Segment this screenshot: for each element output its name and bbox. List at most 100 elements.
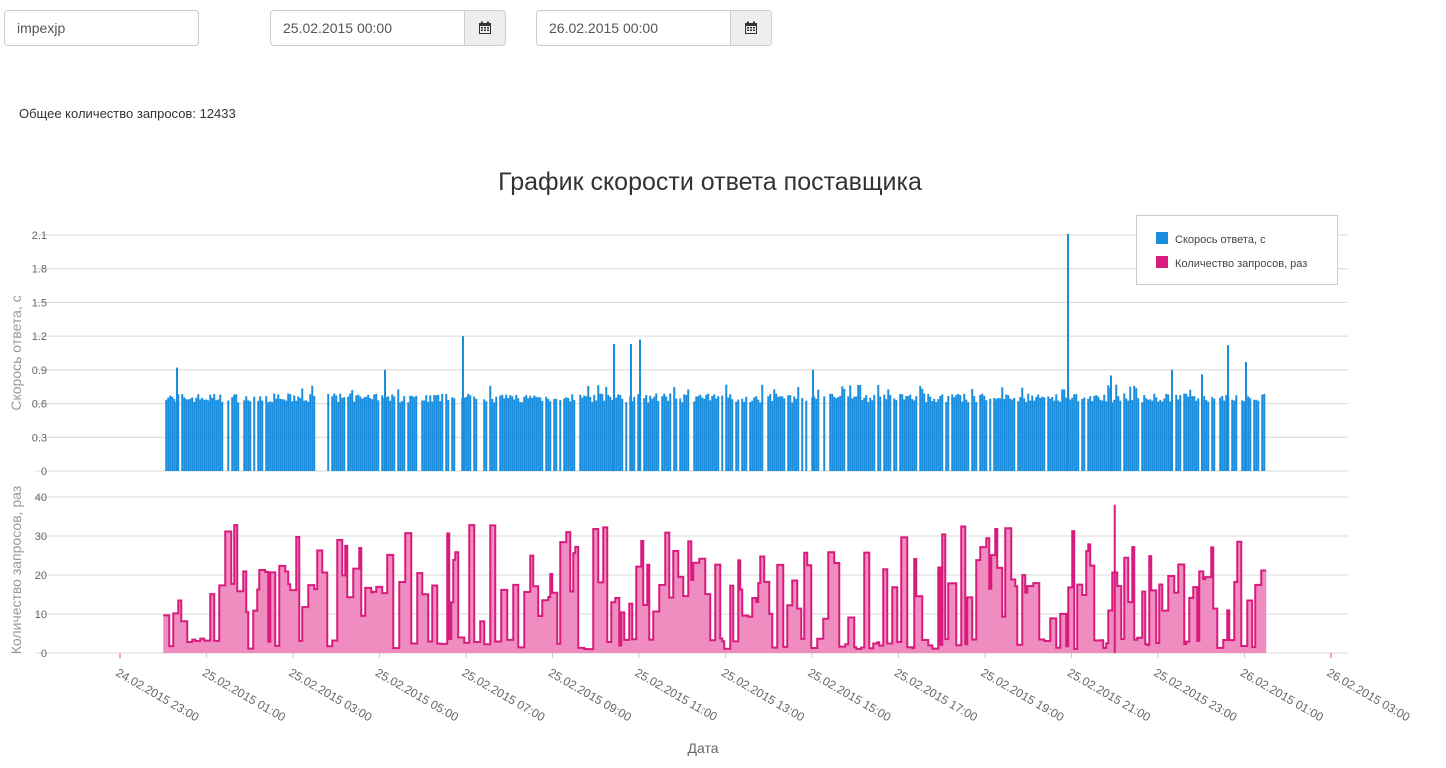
- requests-axis-title: Количество запросов, раз: [8, 486, 24, 654]
- date-to-value[interactable]: 26.02.2015 00:00: [549, 20, 658, 36]
- speed-bar: [709, 400, 712, 471]
- speed-bar: [647, 402, 650, 471]
- speed-bar: [421, 400, 424, 471]
- speed-bar: [583, 395, 586, 471]
- speed-bar: [1253, 399, 1256, 471]
- speed-bar: [535, 396, 538, 471]
- calendar-button-from[interactable]: [464, 11, 505, 45]
- speed-bar: [469, 395, 472, 471]
- speed-bar: [539, 397, 542, 471]
- speed-bar: [959, 395, 962, 471]
- speed-bar: [707, 393, 710, 471]
- speed-bar-peak: [639, 339, 641, 471]
- speed-bar: [1145, 398, 1148, 471]
- date-from-value[interactable]: 25.02.2015 00:00: [283, 20, 392, 36]
- speed-bar: [227, 400, 230, 471]
- speed-bar: [303, 400, 306, 471]
- x-tick-label: 25.02.2015 07:00: [460, 665, 548, 724]
- speed-bar: [815, 398, 818, 471]
- x-tick-label: 25.02.2015 23:00: [1152, 665, 1240, 724]
- speed-bar-peak: [812, 369, 814, 471]
- speed-bar: [823, 396, 826, 471]
- speed-bar: [1163, 398, 1166, 471]
- speed-bar: [541, 400, 544, 471]
- speed-bar: [1013, 397, 1016, 471]
- calendar-button-to[interactable]: [730, 11, 771, 45]
- speed-bar: [951, 394, 954, 471]
- x-tick-label: 25.02.2015 21:00: [1065, 665, 1153, 724]
- speed-bar: [695, 396, 698, 471]
- speed-bar: [197, 394, 200, 471]
- speed-bar: [1231, 399, 1234, 471]
- speed-bar: [791, 402, 794, 471]
- speed-bar: [717, 396, 720, 471]
- speed-bar: [935, 402, 938, 471]
- speed-bar: [513, 399, 516, 471]
- speed-bar: [1001, 387, 1004, 471]
- speed-bar: [221, 401, 224, 471]
- speed-bar-peak: [176, 367, 178, 471]
- speed-bar: [861, 400, 864, 471]
- speed-bar: [559, 399, 562, 471]
- speed-bar: [269, 401, 272, 471]
- speed-bar: [283, 399, 286, 471]
- calendar-icon: [479, 21, 491, 34]
- speed-bar: [1117, 396, 1120, 471]
- speed-bar: [941, 394, 944, 471]
- speed-y-tick-label: 0.9: [32, 365, 47, 377]
- x-tick-label: 25.02.2015 09:00: [546, 665, 634, 724]
- speed-bar: [645, 394, 648, 471]
- speed-bar: [331, 396, 334, 471]
- speed-bar: [547, 398, 550, 471]
- speed-bar: [1153, 393, 1156, 471]
- speed-bar: [947, 395, 950, 471]
- speed-bar: [989, 398, 992, 471]
- speed-bar: [587, 385, 590, 471]
- speed-bar: [1077, 401, 1080, 471]
- speed-bar: [1105, 401, 1108, 471]
- legend-swatch-speed: [1156, 232, 1168, 244]
- speed-bar: [679, 398, 682, 471]
- speed-bar: [601, 394, 604, 471]
- speed-bar: [619, 394, 622, 471]
- speed-bar: [1225, 394, 1228, 471]
- speed-bar: [1003, 398, 1006, 471]
- speed-bar: [879, 396, 882, 471]
- speed-bar: [313, 395, 316, 471]
- speed-bar: [167, 397, 170, 471]
- speed-y-tick-label: 0.3: [32, 432, 47, 444]
- provider-input[interactable]: impexjp: [4, 10, 199, 46]
- speed-bar: [545, 396, 548, 471]
- speed-bar: [203, 399, 206, 471]
- speed-bar: [361, 398, 364, 471]
- x-tick-label: 25.02.2015 11:00: [633, 665, 720, 724]
- speed-bar: [1029, 400, 1032, 471]
- speed-bar: [921, 388, 924, 471]
- date-from-picker[interactable]: 25.02.2015 00:00: [270, 10, 506, 46]
- speed-bar: [835, 398, 838, 471]
- speed-bar: [653, 396, 656, 471]
- speed-bar: [795, 398, 798, 471]
- date-to-picker[interactable]: 26.02.2015 00:00: [536, 10, 772, 46]
- speed-bar: [409, 395, 412, 471]
- speed-bar: [841, 386, 844, 471]
- speed-bar: [595, 400, 598, 471]
- speed-bar: [743, 401, 746, 471]
- speed-bar: [975, 401, 978, 471]
- speed-bar: [401, 400, 404, 471]
- speed-bar: [721, 395, 724, 471]
- speed-bar: [509, 395, 512, 471]
- speed-bar-peak: [1227, 345, 1229, 471]
- speed-bar: [1061, 389, 1064, 471]
- speed-bar: [517, 398, 520, 471]
- speed-bar: [913, 400, 916, 471]
- speed-bar: [1203, 395, 1206, 471]
- speed-bar: [665, 396, 668, 471]
- speed-bar: [377, 400, 380, 471]
- speed-bar: [243, 400, 246, 471]
- speed-bar: [483, 399, 486, 471]
- speed-bar: [307, 401, 310, 471]
- speed-bar: [187, 399, 190, 471]
- speed-bar: [475, 398, 478, 471]
- speed-bar: [373, 394, 376, 471]
